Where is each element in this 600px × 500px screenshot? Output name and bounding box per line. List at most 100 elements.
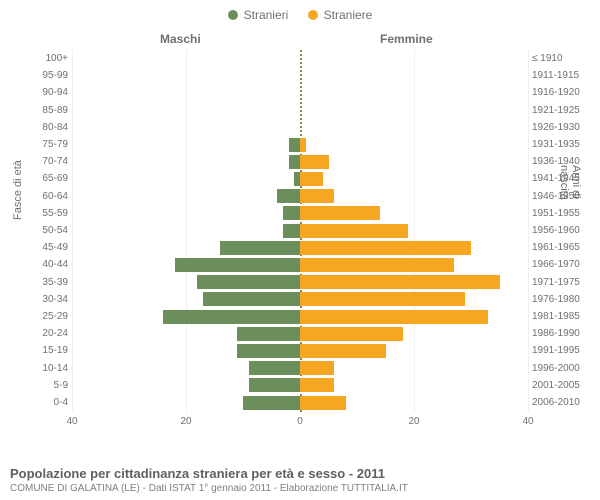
legend-item-male: Stranieri [228,8,289,22]
pyramid-row: 75-791931-1935 [72,136,528,153]
ytick-birth: 1981-1985 [532,311,590,322]
bar-female [300,292,465,306]
pyramid-row: 25-291981-1985 [72,308,528,325]
pyramid-row: 45-491961-1965 [72,239,528,256]
bar-female [300,138,306,152]
ytick-birth: 1916-1920 [532,87,590,98]
ytick-birth: 1956-1960 [532,225,590,236]
gridline [528,50,529,412]
pyramid-row: 95-991911-1915 [72,67,528,84]
bar-male [289,138,300,152]
bar-male [283,206,300,220]
plot-area: 100+≤ 191095-991911-191590-941916-192085… [72,50,528,430]
pyramid-row: 0-42006-2010 [72,394,528,411]
ytick-birth: 1986-1990 [532,328,590,339]
ytick-age: 10-14 [28,363,68,374]
pyramid-row: 90-941916-1920 [72,84,528,101]
pyramid-row: 35-391971-1975 [72,274,528,291]
xtick: 20 [180,416,191,427]
bar-male [249,361,300,375]
ytick-age: 50-54 [28,225,68,236]
bar-female [300,258,454,272]
ytick-birth: 2006-2010 [532,397,590,408]
bar-female [300,344,386,358]
ytick-birth: 1946-1950 [532,191,590,202]
bar-male [220,241,300,255]
bar-male [277,189,300,203]
bar-female [300,189,334,203]
ytick-birth: 1996-2000 [532,363,590,374]
ytick-age: 55-59 [28,208,68,219]
ytick-birth: 1941-1945 [532,173,590,184]
bar-male [249,378,300,392]
ylabel-age: Fasce di età [12,160,24,220]
ytick-age: 20-24 [28,328,68,339]
bar-male [163,310,300,324]
bar-male [237,327,300,341]
xtick: 40 [522,416,533,427]
bar-female [300,378,334,392]
header-male: Maschi [160,32,201,46]
pyramid-row: 50-541956-1960 [72,222,528,239]
ytick-birth: 1951-1955 [532,208,590,219]
pyramid-row: 30-341976-1980 [72,291,528,308]
legend-dot-male [228,10,238,20]
footer: Popolazione per cittadinanza straniera p… [10,466,590,494]
pyramid-row: 15-191991-1995 [72,342,528,359]
bar-female [300,396,346,410]
ytick-age: 40-44 [28,259,68,270]
bar-female [300,327,403,341]
xtick: 0 [297,416,303,427]
xtick: 40 [66,416,77,427]
ytick-age: 5-9 [28,380,68,391]
pyramid-row: 70-741936-1940 [72,153,528,170]
header-female: Femmine [380,32,433,46]
ytick-age: 25-29 [28,311,68,322]
xtick: 20 [408,416,419,427]
bar-male [203,292,300,306]
pyramid-row: 40-441966-1970 [72,256,528,273]
ytick-birth: ≤ 1910 [532,53,590,64]
bar-male [243,396,300,410]
footer-title: Popolazione per cittadinanza straniera p… [10,466,590,481]
ytick-birth: 1961-1965 [532,242,590,253]
ytick-age: 0-4 [28,397,68,408]
bar-male [289,155,300,169]
footer-subtitle: COMUNE DI GALATINA (LE) - Dati ISTAT 1° … [10,483,590,494]
ytick-age: 95-99 [28,70,68,81]
bar-female [300,310,488,324]
x-axis: 402002040 [72,412,528,430]
ytick-age: 45-49 [28,242,68,253]
population-pyramid-chart: Stranieri Straniere Maschi Femmine Fasce… [0,0,600,500]
ytick-birth: 1926-1930 [532,122,590,133]
legend-label-female: Straniere [324,8,373,22]
bar-female [300,155,329,169]
ytick-age: 75-79 [28,139,68,150]
pyramid-row: 10-141996-2000 [72,360,528,377]
ytick-age: 90-94 [28,87,68,98]
bar-female [300,206,380,220]
ytick-birth: 1921-1925 [532,105,590,116]
bar-female [300,275,500,289]
ytick-age: 85-89 [28,105,68,116]
ytick-birth: 1936-1940 [532,156,590,167]
bar-female [300,224,408,238]
ytick-age: 100+ [28,53,68,64]
pyramid-row: 65-691941-1945 [72,170,528,187]
ytick-age: 65-69 [28,173,68,184]
ytick-birth: 1971-1975 [532,277,590,288]
pyramid-row: 5-92001-2005 [72,377,528,394]
ytick-age: 35-39 [28,277,68,288]
ytick-birth: 1931-1935 [532,139,590,150]
ytick-birth: 1976-1980 [532,294,590,305]
pyramid-row: 85-891921-1925 [72,102,528,119]
bar-female [300,241,471,255]
pyramid-row: 60-641946-1950 [72,188,528,205]
ytick-birth: 1991-1995 [532,345,590,356]
pyramid-row: 100+≤ 1910 [72,50,528,67]
ytick-age: 70-74 [28,156,68,167]
ytick-age: 30-34 [28,294,68,305]
bar-male [237,344,300,358]
ytick-age: 60-64 [28,191,68,202]
bar-male [175,258,300,272]
